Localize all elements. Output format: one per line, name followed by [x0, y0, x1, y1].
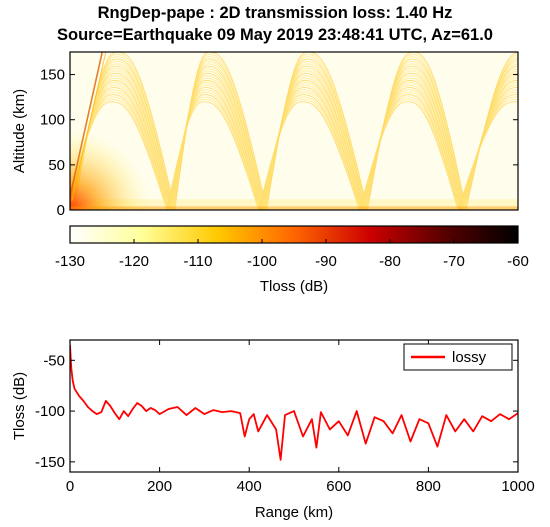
y-tick-label: -100	[35, 403, 65, 420]
colorbar-tick-label: -110	[184, 253, 213, 270]
x-tick-label: 800	[416, 478, 441, 495]
line-y-label: Tloss (dB)	[11, 372, 28, 440]
y-tick-label: -150	[35, 454, 65, 471]
transmission-loss-field	[70, 52, 518, 210]
direct-ray	[70, 52, 104, 197]
ray-arch	[166, 52, 268, 210]
colorbar-tick-label: -100	[247, 253, 277, 270]
y-tick-label: -50	[43, 352, 65, 369]
line-panel: -50 -100 -150 0 200 400 600 800 1000 Tloss (dB)…	[11, 339, 535, 521]
colorbar-label: Tloss (dB)	[260, 278, 328, 295]
surface-band	[70, 206, 518, 210]
title-line-1: RngDep-pape : 2D transmission loss: 1.40…	[97, 4, 453, 22]
title-line-2: Source=Earthquake 09 May 2019 23:48:41 U…	[57, 26, 493, 44]
ground-duct	[462, 199, 518, 210]
ray-arch	[358, 52, 467, 210]
direct-ray	[71, 52, 107, 202]
line-frame	[69, 339, 519, 473]
x-tick-label: 400	[237, 478, 262, 495]
y-tick-label: 0	[57, 202, 65, 219]
x-tick-label: 200	[147, 478, 172, 495]
source-glow	[70, 130, 150, 210]
colorbar-tick-label: -130	[55, 253, 85, 270]
ray-path	[266, 52, 368, 210]
colorbar-tick-label: -120	[119, 253, 149, 270]
colorbar-strip	[69, 225, 519, 244]
heatmap-frame	[69, 51, 519, 211]
colorbar-tick-label: -80	[379, 253, 401, 270]
colorbar-ticks: -130 -120 -110 -100 -90 -80 -70 -60	[55, 239, 529, 270]
colorbar-tick-label: -90	[315, 253, 337, 270]
ray-path	[367, 52, 467, 210]
x-tick-label: 600	[326, 478, 351, 495]
ray-path	[174, 52, 268, 210]
legend-label: lossy	[452, 349, 487, 366]
heatmap-panel: 0 50 100 150 Altitude (km)	[11, 51, 519, 219]
legend: lossy	[403, 343, 513, 371]
colorbar-tick-label: -60	[507, 253, 529, 270]
line-plot-area	[70, 345, 518, 461]
colorbar-tick-label: -70	[443, 253, 465, 270]
ground-duct	[170, 199, 263, 210]
ground-duct	[363, 199, 462, 210]
ground-duct	[262, 199, 364, 210]
x-tick-label: 1000	[501, 478, 534, 495]
line-x-label: Range (km)	[255, 504, 333, 521]
line-y-ticks: -50 -100 -150	[35, 352, 518, 471]
line-x-ticks: 0 200 400 600 800 1000	[66, 340, 535, 495]
colorbar: -130 -120 -110 -100 -90 -80 -70 -60 Tloss (dB)	[55, 225, 529, 295]
ray-path	[465, 52, 518, 210]
x-tick-label: 0	[66, 478, 74, 495]
heatmap-y-label: Altitude (km)	[11, 89, 28, 173]
ray-arch	[258, 52, 368, 210]
series-line-lossy	[70, 345, 518, 461]
page-title: RngDep-pape : 2D transmission loss: 1.40…	[0, 2, 550, 46]
y-tick-label: 50	[48, 157, 65, 174]
y-tick-label: 100	[40, 112, 65, 129]
y-tick-label: 150	[40, 67, 65, 84]
heatmap-y-ticks: 0 50 100 150	[40, 67, 518, 219]
